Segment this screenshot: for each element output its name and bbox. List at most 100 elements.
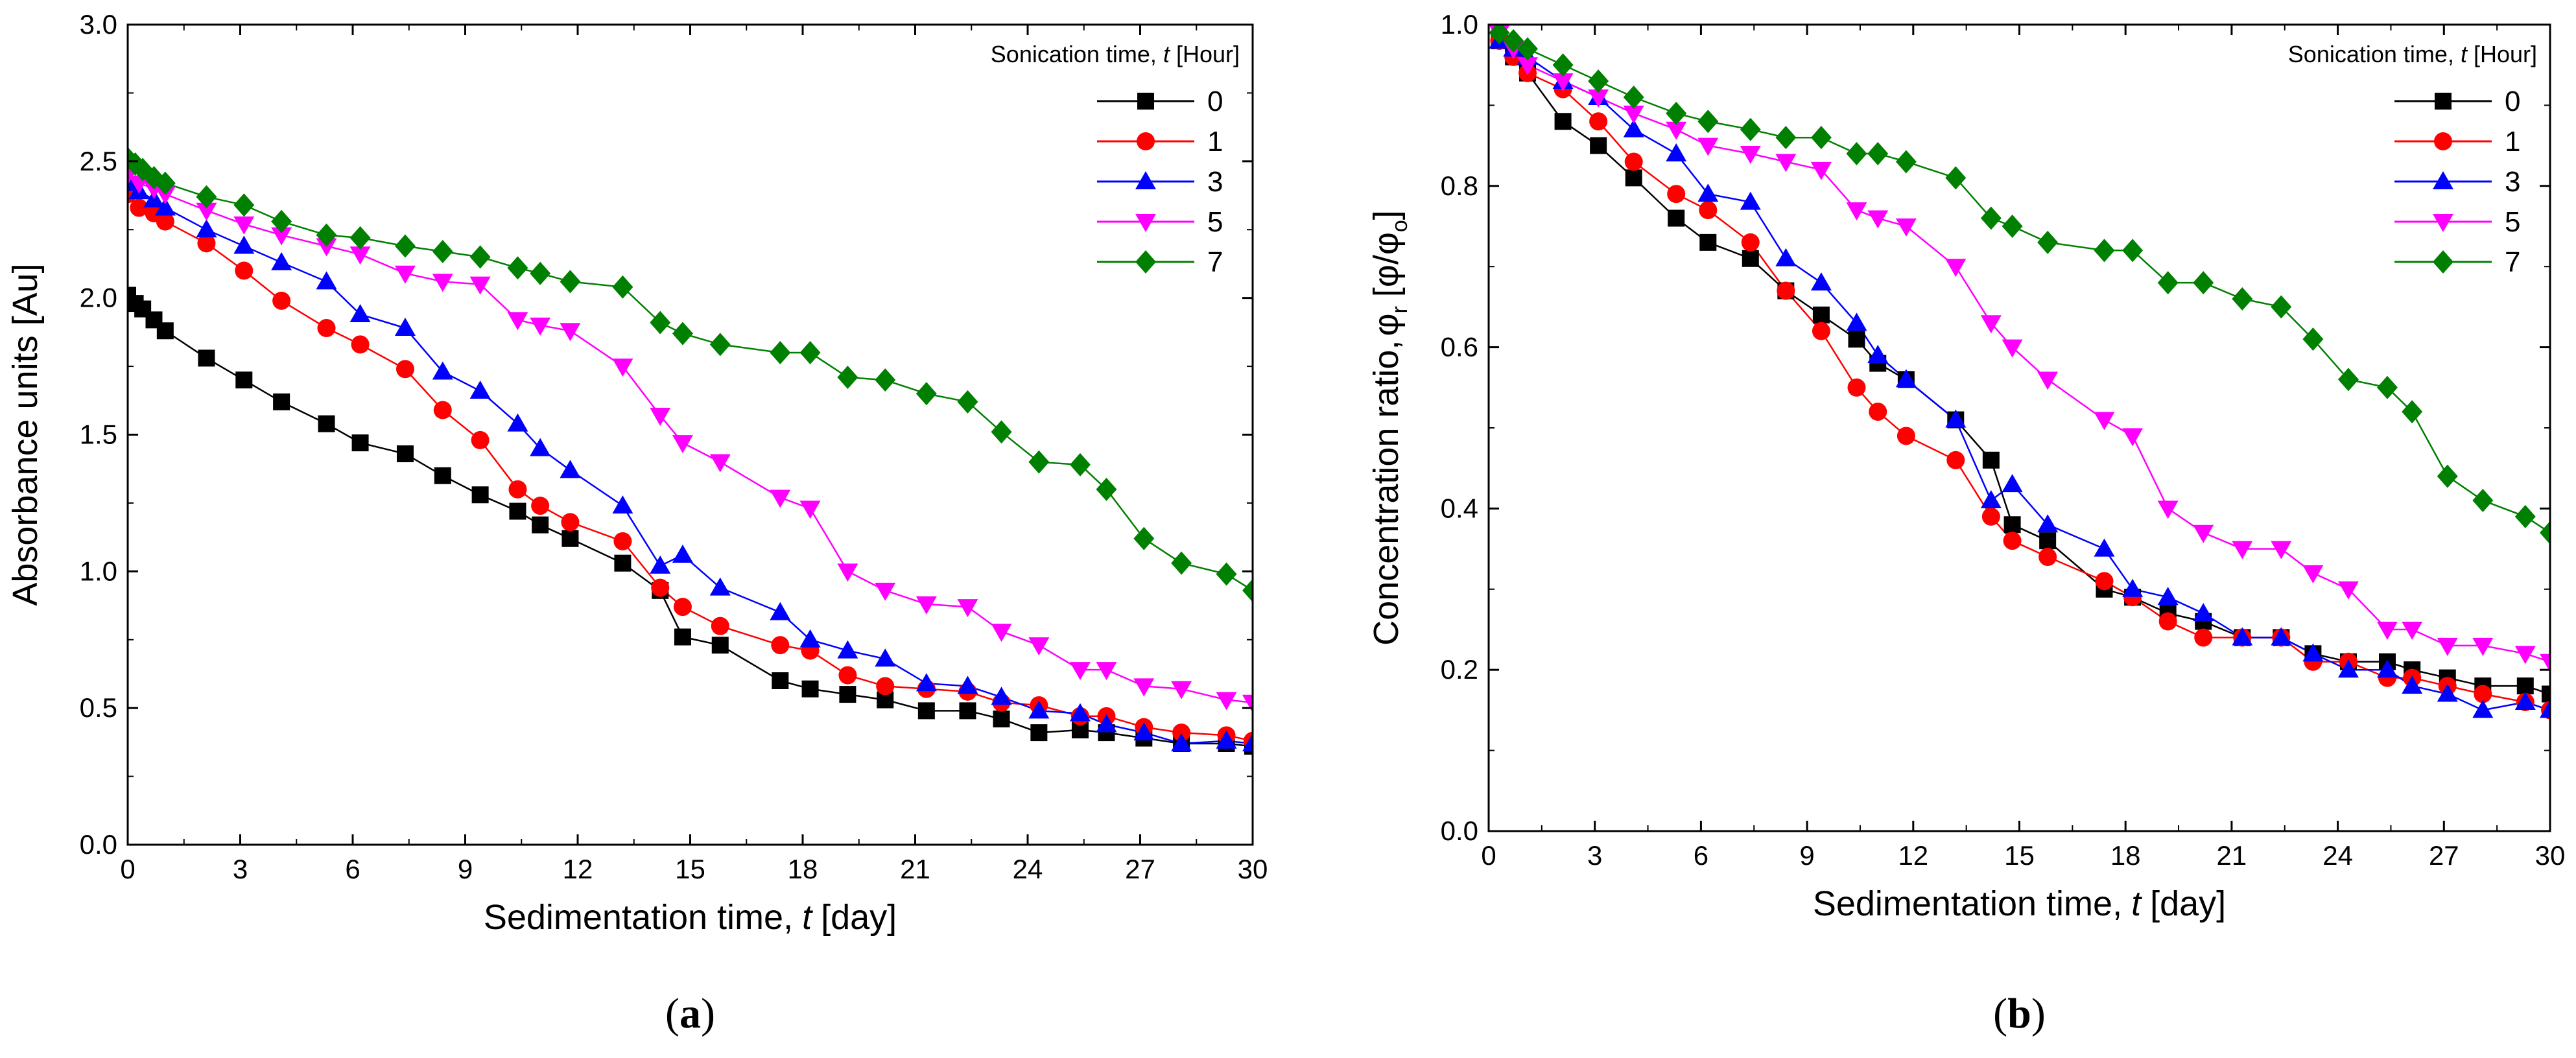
legend-label: 7 <box>1207 246 1223 278</box>
data-point <box>772 672 789 689</box>
legend-title-text: Sonication time, <box>2288 41 2454 67</box>
data-point <box>2003 516 2021 534</box>
data-point <box>2302 327 2324 351</box>
legend-title-var: t <box>1163 41 1171 67</box>
data-point <box>1624 152 1643 171</box>
legend-title-var: t <box>2461 41 2468 67</box>
data-point <box>1668 209 1685 227</box>
data-point <box>1742 250 1759 267</box>
data-point <box>1666 101 1687 125</box>
x-tick-label: 9 <box>1799 840 1814 871</box>
legend-label: 1 <box>2505 126 2520 158</box>
data-point <box>1846 312 1867 331</box>
legend-title: Sonication time, t [Hour] <box>2288 41 2537 67</box>
data-point <box>1666 143 1687 162</box>
x-tick-label: 21 <box>900 854 930 884</box>
data-point <box>531 497 550 515</box>
x-axis-title-var: t <box>2131 884 2142 923</box>
data-point <box>2302 643 2324 662</box>
data-point <box>1069 453 1091 476</box>
data-point <box>154 197 176 216</box>
data-point <box>272 291 291 310</box>
data-point <box>917 702 935 720</box>
y-tick-label: 1.5 <box>80 419 117 450</box>
series-markers-3 <box>1489 30 2550 718</box>
x-tick-label: 24 <box>2322 840 2353 871</box>
data-point <box>1242 578 1253 602</box>
data-point <box>1867 142 1889 166</box>
panel-label-close: ) <box>2031 990 2046 1037</box>
data-point <box>1172 723 1191 742</box>
data-point <box>1741 233 1760 252</box>
plot-area <box>1489 25 2550 720</box>
data-point <box>1623 85 1644 109</box>
data-point <box>349 226 371 250</box>
data-point <box>2402 400 2423 424</box>
data-point <box>1216 730 1237 749</box>
data-point <box>1697 137 1719 156</box>
chart-panel-b: 0 3 6 9 12 15 18 21 24 27 300.00.20.40.60.81.0Sedi… <box>1367 9 2565 1037</box>
x-tick-label: 24 <box>1013 854 1043 884</box>
data-point <box>2437 637 2458 656</box>
data-point <box>1554 113 1572 130</box>
data-point <box>799 500 821 519</box>
data-point <box>1133 526 1155 550</box>
y-axis-title-text: Concentration ratio, <box>1367 340 1406 646</box>
y-tick-label: 1.0 <box>80 556 117 586</box>
series-line-0 <box>1498 40 2550 695</box>
data-point <box>1981 507 2000 526</box>
data-point <box>508 480 527 499</box>
data-point <box>198 349 215 367</box>
data-point <box>271 252 292 270</box>
y-tick-label: 0.6 <box>1441 332 1478 362</box>
data-point <box>709 454 731 473</box>
data-point <box>196 202 217 221</box>
y-axis-title-sub-o: o <box>1388 220 1412 232</box>
data-point <box>469 381 491 399</box>
data-point <box>2376 622 2398 640</box>
data-point <box>837 563 858 582</box>
data-point <box>1895 218 1917 237</box>
data-point <box>672 322 693 346</box>
x-tick-label: 9 <box>458 854 473 884</box>
data-point <box>396 360 414 379</box>
plot-area <box>128 147 1253 755</box>
data-point <box>991 624 1012 642</box>
data-point <box>1028 637 1050 656</box>
legend-label: 5 <box>1207 206 1223 238</box>
data-point <box>1216 562 1237 586</box>
data-point <box>469 276 491 295</box>
panel-label-open: ( <box>665 990 679 1037</box>
legend-swatch-marker <box>1135 214 1156 232</box>
x-tick-label: 6 <box>1694 840 1708 871</box>
legend-item-0: 0 <box>2394 86 2520 117</box>
data-point <box>2037 230 2059 254</box>
data-point <box>1848 331 1865 348</box>
legend-swatch-marker <box>2433 171 2453 189</box>
panel-label-letter: b <box>2007 990 2031 1037</box>
data-point <box>651 578 670 597</box>
data-point <box>2540 521 2550 545</box>
data-point <box>2514 691 2536 710</box>
data-point <box>433 401 452 419</box>
data-point <box>711 637 729 654</box>
data-point <box>2474 685 2492 703</box>
data-point <box>771 636 790 655</box>
data-point <box>561 530 579 547</box>
data-point <box>2002 339 2023 358</box>
data-point <box>1846 202 1867 221</box>
data-point <box>2038 548 2057 567</box>
data-point <box>991 687 1012 705</box>
data-point <box>1740 146 1761 165</box>
data-point <box>2516 677 2534 695</box>
data-point <box>1810 272 1832 291</box>
y-tick-label: 0.8 <box>1441 170 1478 201</box>
legend-item-5: 5 <box>1097 206 1223 238</box>
legend-item-3: 3 <box>1097 166 1223 198</box>
data-point <box>1699 233 1717 251</box>
x-axis-title-unit: [day] <box>821 898 897 937</box>
legend-item-3: 3 <box>2394 166 2520 198</box>
data-point <box>916 596 937 615</box>
data-point <box>156 212 174 231</box>
